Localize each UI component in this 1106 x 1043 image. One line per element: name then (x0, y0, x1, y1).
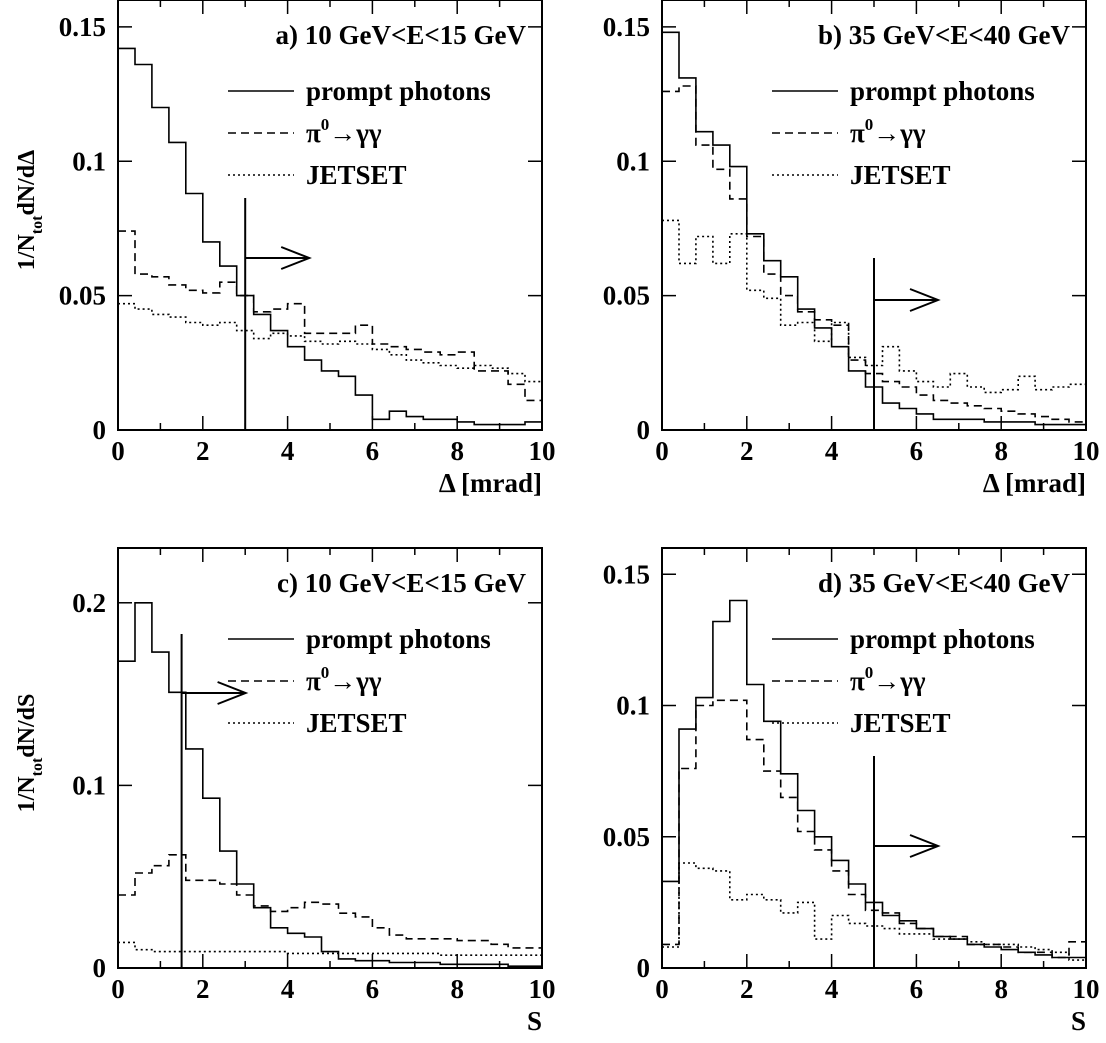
legend-label-jetset: JETSET (850, 160, 951, 190)
x-tick-label: 2 (196, 436, 210, 466)
series-jetset (118, 302, 542, 383)
legend-label-prompt: prompt photons (306, 624, 491, 654)
x-tick-label: 4 (281, 974, 295, 1004)
legend-label-pi0: π0→γγ (850, 663, 926, 696)
x-tick-label: 10 (529, 436, 556, 466)
x-tick-label: 4 (825, 436, 839, 466)
y-tick-label: 0.1 (616, 691, 650, 721)
x-tick-label: 2 (196, 974, 210, 1004)
x-tick-label: 8 (994, 436, 1008, 466)
series-prompt (662, 599, 1086, 959)
series-jetset (118, 941, 542, 956)
x-tick-label: 8 (450, 436, 464, 466)
y-tick-label: 0.05 (603, 281, 650, 311)
x-tick-label: 0 (111, 436, 125, 466)
y-tick-label: 0.1 (72, 770, 106, 800)
y-tick-label: 0.2 (72, 588, 106, 618)
x-axis-label: Δ [mrad] (439, 468, 542, 498)
legend-label-jetset: JETSET (306, 160, 407, 190)
x-axis-label: S (527, 1006, 542, 1036)
x-axis-label: Δ [mrad] (983, 468, 1086, 498)
y-tick-label: 0.05 (603, 822, 650, 852)
legend-label-jetset: JETSET (850, 708, 951, 738)
series-pi0 (662, 85, 1086, 423)
x-tick-label: 10 (1073, 974, 1100, 1004)
legend-label-pi0: π0→γγ (306, 663, 382, 696)
y-tick-label: 0.15 (59, 12, 106, 42)
panel-title: c) 10 GeV<E<15 GeV (277, 568, 526, 598)
x-tick-label: 2 (740, 436, 754, 466)
x-tick-label: 0 (655, 974, 669, 1004)
x-tick-label: 6 (910, 436, 924, 466)
x-tick-label: 10 (529, 974, 556, 1004)
x-tick-label: 4 (281, 436, 295, 466)
y-axis-label: 1/NtotdN/dS (14, 694, 46, 813)
x-tick-label: 6 (910, 974, 924, 1004)
legend-label-pi0: π0→γγ (306, 115, 382, 148)
x-tick-label: 2 (740, 974, 754, 1004)
x-tick-label: 0 (111, 974, 125, 1004)
series-pi0 (662, 699, 1086, 959)
y-tick-label: 0.1 (616, 146, 650, 176)
series-pi0 (118, 230, 542, 402)
series-jetset (662, 862, 1086, 961)
legend-label-prompt: prompt photons (306, 76, 491, 106)
panel-d: 0 2 4 6 8 10 0 0.05 0.1 0.15 Sd) 35 GeV<E<40 GeV pr… (603, 547, 1100, 1036)
legend-label-prompt: prompt photons (850, 76, 1035, 106)
x-tick-label: 8 (450, 974, 464, 1004)
y-tick-label: 0 (93, 415, 107, 445)
x-tick-label: 6 (366, 436, 380, 466)
y-tick-label: 0 (637, 953, 651, 983)
series-pi0 (118, 854, 542, 949)
legend-label-prompt: prompt photons (850, 624, 1035, 654)
plot-frame (117, 0, 543, 431)
y-tick-label: 0 (93, 953, 107, 983)
x-tick-label: 0 (655, 436, 669, 466)
panel-title: b) 35 GeV<E<40 GeV (818, 20, 1071, 50)
y-tick-label: 0.1 (72, 146, 106, 176)
panel-c: 0 2 4 6 8 10 0 0.1 0.2 S 1/NtotdN/dS c) 10 GeV<E<15… (14, 547, 556, 1036)
y-tick-label: 0.15 (603, 559, 650, 589)
legend-label-jetset: JETSET (306, 708, 407, 738)
y-tick-label: 0.15 (603, 12, 650, 42)
y-tick-label: 0 (637, 415, 651, 445)
legend-label-pi0: π0→γγ (850, 115, 926, 148)
y-tick-label: 0.05 (59, 281, 106, 311)
x-tick-label: 4 (825, 974, 839, 1004)
x-tick-label: 10 (1073, 436, 1100, 466)
panel-title: a) 10 GeV<E<15 GeV (276, 20, 527, 50)
panel-a: 0 2 4 6 8 10 0 0.05 0.1 0.15 Δ [mrad] 1/NtotdN/dΔ a)… (14, 0, 556, 498)
series-prompt (662, 31, 1086, 426)
y-axis-label: 1/NtotdN/dΔ (14, 150, 46, 270)
panel-title: d) 35 GeV<E<40 GeV (818, 568, 1071, 598)
x-axis-label: S (1071, 1006, 1086, 1036)
panel-b: 0 2 4 6 8 10 0 0.05 0.1 0.15 Δ [mrad] b) 35 GeV<E<4… (603, 0, 1100, 498)
x-tick-label: 6 (366, 974, 380, 1004)
x-tick-label: 8 (994, 974, 1008, 1004)
